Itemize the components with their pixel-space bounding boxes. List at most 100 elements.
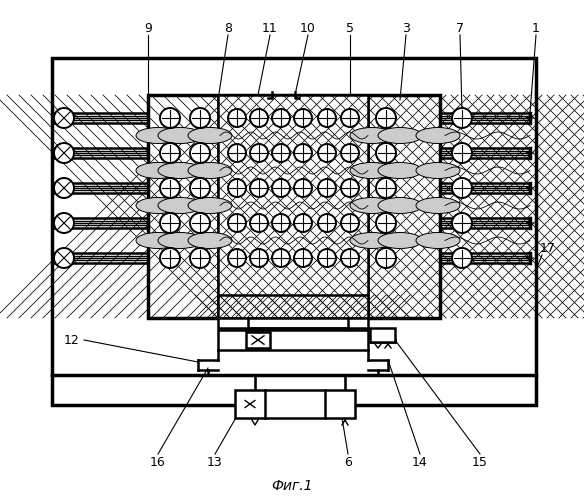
Ellipse shape bbox=[350, 198, 394, 214]
Ellipse shape bbox=[158, 198, 202, 214]
Text: 7: 7 bbox=[456, 22, 464, 35]
Circle shape bbox=[452, 213, 472, 233]
Circle shape bbox=[190, 108, 210, 128]
Circle shape bbox=[250, 179, 268, 197]
Circle shape bbox=[228, 109, 246, 127]
Ellipse shape bbox=[158, 162, 202, 178]
Circle shape bbox=[272, 109, 290, 127]
Circle shape bbox=[452, 108, 472, 128]
Circle shape bbox=[318, 214, 336, 232]
Circle shape bbox=[341, 109, 359, 127]
Circle shape bbox=[272, 144, 290, 162]
Circle shape bbox=[294, 144, 312, 162]
Circle shape bbox=[376, 248, 396, 268]
Bar bbox=[370, 328, 395, 342]
Bar bbox=[235, 390, 355, 418]
Bar bbox=[246, 332, 270, 348]
Bar bbox=[148, 95, 440, 318]
Bar bbox=[52, 58, 536, 405]
Circle shape bbox=[294, 214, 312, 232]
Ellipse shape bbox=[416, 198, 460, 214]
Ellipse shape bbox=[350, 162, 394, 178]
Circle shape bbox=[341, 144, 359, 162]
Circle shape bbox=[452, 178, 472, 198]
Ellipse shape bbox=[378, 198, 422, 214]
Ellipse shape bbox=[350, 128, 394, 144]
Text: 6: 6 bbox=[344, 456, 352, 468]
Circle shape bbox=[250, 214, 268, 232]
Circle shape bbox=[376, 178, 396, 198]
Circle shape bbox=[376, 108, 396, 128]
Bar bbox=[218, 318, 368, 328]
Circle shape bbox=[318, 249, 336, 267]
Circle shape bbox=[376, 143, 396, 163]
Text: 11: 11 bbox=[262, 22, 278, 35]
Ellipse shape bbox=[378, 162, 422, 178]
Bar bbox=[368, 95, 440, 318]
Circle shape bbox=[160, 108, 180, 128]
Text: 3: 3 bbox=[402, 22, 410, 35]
Text: 8: 8 bbox=[224, 22, 232, 35]
Text: 14: 14 bbox=[412, 456, 428, 468]
Ellipse shape bbox=[188, 128, 232, 144]
Circle shape bbox=[54, 108, 74, 128]
Circle shape bbox=[228, 179, 246, 197]
Text: 5: 5 bbox=[346, 22, 354, 35]
Circle shape bbox=[318, 179, 336, 197]
Circle shape bbox=[376, 213, 396, 233]
Text: 10: 10 bbox=[300, 22, 316, 35]
Circle shape bbox=[54, 143, 74, 163]
Circle shape bbox=[160, 178, 180, 198]
Text: 9: 9 bbox=[144, 22, 152, 35]
Circle shape bbox=[190, 213, 210, 233]
Circle shape bbox=[341, 179, 359, 197]
Circle shape bbox=[341, 214, 359, 232]
Text: 12: 12 bbox=[64, 334, 80, 346]
Circle shape bbox=[318, 109, 336, 127]
Text: 15: 15 bbox=[472, 456, 488, 468]
Circle shape bbox=[54, 213, 74, 233]
Circle shape bbox=[318, 144, 336, 162]
Ellipse shape bbox=[416, 128, 460, 144]
Ellipse shape bbox=[378, 128, 422, 144]
Circle shape bbox=[228, 249, 246, 267]
Circle shape bbox=[190, 178, 210, 198]
Ellipse shape bbox=[136, 232, 180, 248]
Ellipse shape bbox=[416, 232, 460, 248]
Ellipse shape bbox=[416, 162, 460, 178]
Text: 1: 1 bbox=[532, 22, 540, 35]
Circle shape bbox=[54, 248, 74, 268]
Ellipse shape bbox=[378, 232, 422, 248]
Text: 16: 16 bbox=[150, 456, 166, 468]
Circle shape bbox=[452, 143, 472, 163]
Circle shape bbox=[160, 248, 180, 268]
Circle shape bbox=[294, 249, 312, 267]
Circle shape bbox=[272, 179, 290, 197]
Text: Фиг.1: Фиг.1 bbox=[271, 479, 313, 493]
Circle shape bbox=[294, 109, 312, 127]
Circle shape bbox=[250, 109, 268, 127]
Circle shape bbox=[250, 144, 268, 162]
Circle shape bbox=[272, 249, 290, 267]
Text: 13: 13 bbox=[207, 456, 223, 468]
Ellipse shape bbox=[350, 232, 394, 248]
Ellipse shape bbox=[136, 128, 180, 144]
Text: 17: 17 bbox=[540, 242, 556, 254]
Circle shape bbox=[341, 249, 359, 267]
Circle shape bbox=[190, 143, 210, 163]
Circle shape bbox=[294, 179, 312, 197]
Ellipse shape bbox=[188, 232, 232, 248]
Bar bbox=[218, 330, 368, 350]
Circle shape bbox=[228, 214, 246, 232]
Ellipse shape bbox=[158, 232, 202, 248]
Ellipse shape bbox=[136, 198, 180, 214]
Circle shape bbox=[250, 249, 268, 267]
Ellipse shape bbox=[136, 162, 180, 178]
Circle shape bbox=[160, 213, 180, 233]
Circle shape bbox=[272, 214, 290, 232]
Circle shape bbox=[228, 144, 246, 162]
Circle shape bbox=[190, 248, 210, 268]
Ellipse shape bbox=[158, 128, 202, 144]
Bar bbox=[148, 95, 218, 318]
Bar bbox=[218, 95, 368, 318]
